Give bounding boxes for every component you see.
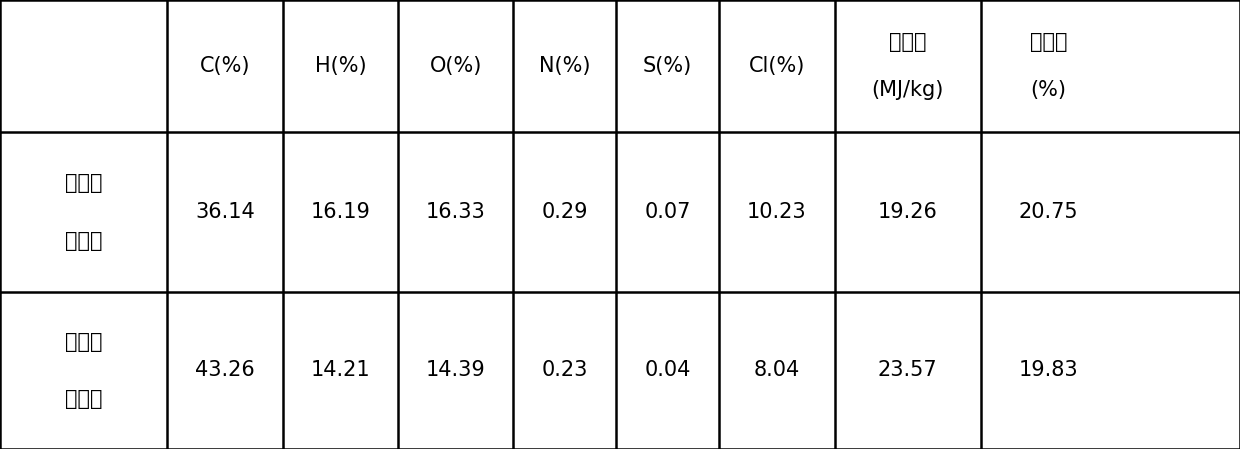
Text: 混合物: 混合物 xyxy=(64,231,103,251)
Text: Cl(%): Cl(%) xyxy=(749,56,805,76)
Text: N(%): N(%) xyxy=(539,56,590,76)
Text: 14.39: 14.39 xyxy=(425,361,486,380)
Text: 提质前: 提质前 xyxy=(64,173,103,194)
Text: 19.83: 19.83 xyxy=(1018,361,1079,380)
Text: S(%): S(%) xyxy=(644,56,692,76)
Text: 热　値: 热 値 xyxy=(889,32,926,53)
Text: C(%): C(%) xyxy=(200,56,250,76)
Text: 16.33: 16.33 xyxy=(425,202,486,222)
Text: 0.04: 0.04 xyxy=(645,361,691,380)
Text: 16.19: 16.19 xyxy=(310,202,371,222)
Text: 0.07: 0.07 xyxy=(645,202,691,222)
Text: 10.23: 10.23 xyxy=(746,202,807,222)
Text: 36.14: 36.14 xyxy=(195,202,255,222)
Text: 20.75: 20.75 xyxy=(1018,202,1079,222)
Text: 8.04: 8.04 xyxy=(754,361,800,380)
Text: (%): (%) xyxy=(1030,80,1066,100)
Text: 0.23: 0.23 xyxy=(542,361,588,380)
Text: O(%): O(%) xyxy=(429,56,482,76)
Text: 19.26: 19.26 xyxy=(878,202,937,222)
Text: 混合物: 混合物 xyxy=(64,389,103,409)
Text: 23.57: 23.57 xyxy=(878,361,937,380)
Text: (MJ/kg): (MJ/kg) xyxy=(872,80,944,100)
Text: 14.21: 14.21 xyxy=(310,361,371,380)
Text: 0.29: 0.29 xyxy=(542,202,588,222)
Text: H(%): H(%) xyxy=(315,56,366,76)
Text: 提质后: 提质后 xyxy=(64,332,103,352)
Text: 灰　分: 灰 分 xyxy=(1029,32,1068,53)
Text: 43.26: 43.26 xyxy=(195,361,255,380)
